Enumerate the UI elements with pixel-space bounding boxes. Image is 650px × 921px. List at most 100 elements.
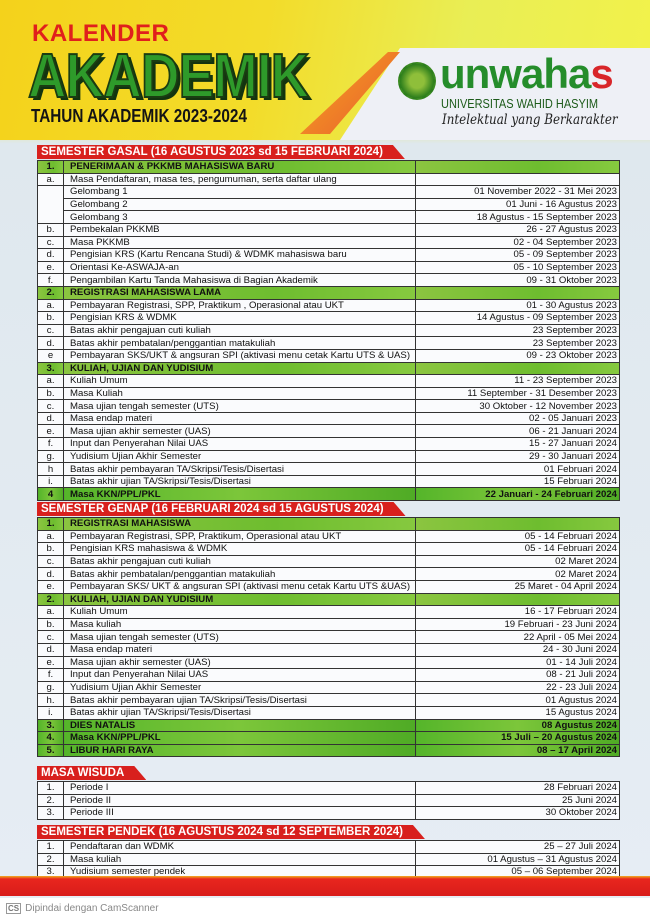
section-title: MASA WISUDA bbox=[37, 766, 146, 780]
row-label: LIBUR HARI RAYA bbox=[63, 743, 416, 758]
row-date: 24 - 30 Juni 2024 bbox=[415, 642, 620, 657]
row-number: f. bbox=[37, 437, 64, 451]
row-date: 16 - 17 Februari 2024 bbox=[415, 605, 620, 619]
row-label: Pengisian KRS & WDMK bbox=[63, 311, 416, 325]
table-row: f. Input dan Penyerahan Nilai UAS 08 - 21 … bbox=[37, 668, 620, 682]
row-date: 28 Februari 2024 bbox=[415, 781, 620, 795]
row-label: Batas akhir pengajuan cuti kuliah bbox=[63, 554, 416, 569]
row-date: 26 - 27 Agustus 2023 bbox=[415, 222, 620, 237]
table-group-row: 1. REGISTRASI MAHASISWA bbox=[37, 517, 620, 531]
table-row: h Batas akhir pembayaran TA/Skripsi/Tesis… bbox=[37, 462, 620, 476]
row-label: KULIAH, UJIAN DAN YUDISIUM bbox=[63, 361, 416, 376]
row-date: 05 - 10 September 2023 bbox=[415, 260, 620, 275]
university-motto: Intelektual yang Berkarakter bbox=[442, 112, 618, 128]
row-number: d. bbox=[37, 642, 64, 657]
title-akademik: AKADEMIK bbox=[27, 42, 310, 111]
row-label: Input dan Penyerahan Nilai UAS bbox=[63, 668, 416, 682]
row-date: 01 Februari 2024 bbox=[415, 462, 620, 476]
schedule-table: 1. Pendaftaran dan WDMK 25 – 27 Juli 2024 2… bbox=[37, 840, 620, 879]
row-label: Masa endap materi bbox=[63, 642, 416, 657]
schedule-table: 1. PENERIMAAN & PKKMB MAHASISWA BARU a. Mas… bbox=[37, 160, 620, 502]
row-date: 01 Juni - 16 Agustus 2023 bbox=[415, 197, 620, 212]
table-row: d. Pengisian KRS (Kartu Rencana Studi) & … bbox=[37, 248, 620, 262]
row-date: 15 Agustus 2024 bbox=[415, 705, 620, 720]
row-date: 25 Juni 2024 bbox=[415, 793, 620, 808]
row-label: Gelombang 2 bbox=[63, 197, 416, 212]
row-date: 22 Januari - 24 Februari 2024 bbox=[415, 487, 620, 502]
row-date: 22 - 23 Juli 2024 bbox=[415, 680, 620, 695]
table-row: b. Masa Kuliah 11 September - 31 Desember … bbox=[37, 386, 620, 401]
row-number: 4. bbox=[37, 731, 64, 745]
row-number: i. bbox=[37, 705, 64, 720]
row-label: Masa kuliah bbox=[63, 617, 416, 632]
row-number: b. bbox=[37, 542, 64, 556]
table-row: d. Batas akhir pembatalan/penggantian mat… bbox=[37, 336, 620, 350]
row-number: d. bbox=[37, 411, 64, 426]
table-group-row: 2. REGISTRASI MAHASISWA LAMA bbox=[37, 285, 620, 300]
row-number: d. bbox=[37, 248, 64, 262]
row-label: KULIAH, UJIAN DAN YUDISIUM bbox=[63, 592, 416, 607]
row-label: Pembayaran Registrasi, SPP, Praktikum, O… bbox=[63, 529, 416, 544]
row-number: i. bbox=[37, 474, 64, 489]
row-date: 08 Agustus 2024 bbox=[415, 718, 620, 733]
row-label: Pembayaran Registrasi, SPP, Praktikum , … bbox=[63, 298, 416, 313]
row-number: 1. bbox=[37, 840, 64, 854]
row-label: Batas akhir ujian TA/Skripsi/Tesis/Diser… bbox=[63, 705, 416, 720]
row-number bbox=[37, 210, 64, 224]
row-label: REGISTRASI MAHASISWA LAMA bbox=[63, 285, 416, 300]
row-date: 01 - 14 Juli 2024 bbox=[415, 655, 620, 670]
university-logo-text: unwahas bbox=[440, 50, 614, 97]
row-number: g. bbox=[37, 680, 64, 695]
table-group-row: 3. KULIAH, UJIAN DAN YUDISIUM bbox=[37, 361, 620, 376]
row-number bbox=[37, 198, 64, 211]
row-label: Pembekalan PKKMB bbox=[63, 222, 416, 237]
schedule-table: 1. REGISTRASI MAHASISWA a. Pembayaran Regis… bbox=[37, 517, 620, 758]
table-row: Gelombang 3 18 Agustus - 15 September 202… bbox=[37, 210, 620, 224]
row-number bbox=[37, 185, 64, 199]
row-date: 14 Agustus - 09 September 2023 bbox=[415, 311, 620, 325]
row-date: 15 Juli – 20 Agustus 2024 bbox=[415, 731, 620, 745]
row-date: 22 April - 05 Mei 2024 bbox=[415, 630, 620, 644]
row-label: Kuliah Umum bbox=[63, 374, 416, 388]
table-row: 2. Masa kuliah 01 Agustus – 31 Agustus 202… bbox=[37, 852, 620, 867]
table-row: f. Input dan Penyerahan Nilai UAS 15 - 27 … bbox=[37, 437, 620, 451]
row-number: b. bbox=[37, 311, 64, 325]
table-row: e. Pembayaran SKS/ UKT & angsuran SPI (ak… bbox=[37, 579, 620, 594]
row-label: Masa Kuliah bbox=[63, 386, 416, 401]
row-number: 2. bbox=[37, 793, 64, 808]
row-date bbox=[415, 592, 620, 607]
row-date: 29 - 30 Januari 2024 bbox=[415, 449, 620, 464]
row-label: Pembayaran SKS/ UKT & angsuran SPI (akti… bbox=[63, 579, 416, 594]
row-label: Pengisian KRS (Kartu Rencana Studi) & WD… bbox=[63, 248, 416, 262]
row-number: g. bbox=[37, 449, 64, 464]
table-row: e Pembayaran SKS/UKT & angsuran SPI (akti… bbox=[37, 348, 620, 363]
row-label: Orientasi Ke-ASWAJA-an bbox=[63, 260, 416, 275]
row-label: Gelombang 1 bbox=[63, 185, 416, 199]
row-number: b. bbox=[37, 222, 64, 237]
row-number: a. bbox=[37, 605, 64, 619]
row-date: 02 - 05 Januari 2023 bbox=[415, 411, 620, 426]
row-number: c. bbox=[37, 323, 64, 338]
row-number: e. bbox=[37, 655, 64, 670]
row-date bbox=[415, 517, 620, 531]
university-emblem-icon bbox=[398, 62, 436, 100]
table-group-row: 1. PENERIMAAN & PKKMB MAHASISWA BARU bbox=[37, 160, 620, 174]
table-row: c. Masa ujian tengah semester (UTS) 30 Okt… bbox=[37, 399, 620, 413]
section-semester-pendek: SEMESTER PENDEK (16 AGUSTUS 2024 sd 12 S… bbox=[37, 822, 620, 879]
row-label: Masa KKN/PPL/PKL bbox=[63, 731, 416, 745]
row-number: f. bbox=[37, 668, 64, 682]
section-masa-wisuda: MASA WISUDA 1. Periode I 28 Februari 2024 2.… bbox=[37, 763, 620, 820]
section-title: SEMESTER PENDEK (16 AGUSTUS 2024 sd 12 S… bbox=[37, 825, 425, 839]
row-date: 05 - 09 September 2023 bbox=[415, 248, 620, 262]
section-semester-gasal: SEMESTER GASAL (16 AGUSTUS 2023 sd 15 FE… bbox=[37, 142, 620, 502]
row-number: d. bbox=[37, 336, 64, 350]
row-label: Masa kuliah bbox=[63, 852, 416, 867]
row-number: 1. bbox=[37, 160, 64, 174]
row-label: Yudisium Ujian Akhir Semester bbox=[63, 449, 416, 464]
row-label: Masa ujian tengah semester (UTS) bbox=[63, 399, 416, 413]
table-row: b. Pengisian KRS mahasiswa & WDMK 05 - 14 … bbox=[37, 542, 620, 556]
table-row: e. Masa ujian akhir semester (UAS) 06 - 21… bbox=[37, 424, 620, 439]
row-date: 05 - 14 Februari 2024 bbox=[415, 542, 620, 556]
row-date: 01 Agustus – 31 Agustus 2024 bbox=[415, 852, 620, 867]
row-number: 2. bbox=[37, 592, 64, 607]
